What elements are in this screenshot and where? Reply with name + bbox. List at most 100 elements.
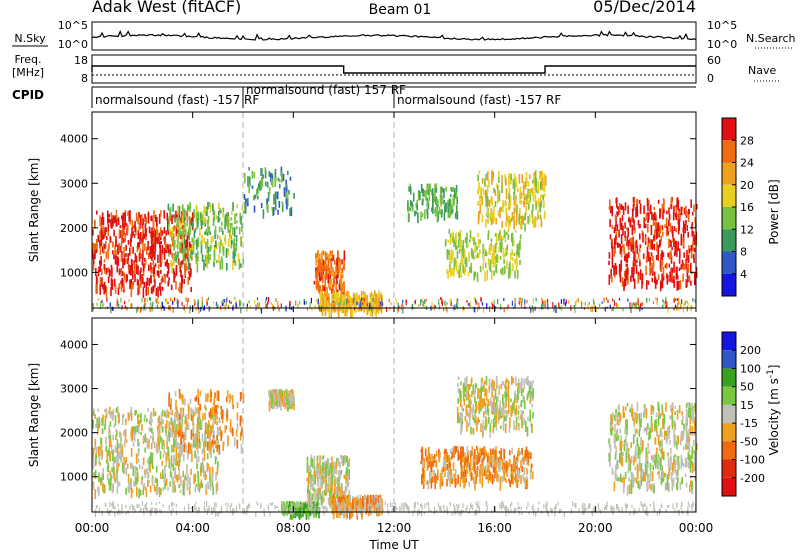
data-cell — [182, 237, 184, 243]
ground-scatter-cell — [640, 303, 641, 308]
data-cell — [500, 480, 502, 491]
data-cell — [458, 232, 460, 236]
ground-scatter-cell — [642, 302, 643, 306]
data-cell — [107, 474, 109, 480]
data-cell — [496, 475, 498, 479]
data-cell — [676, 247, 678, 257]
data-cell — [628, 240, 630, 245]
data-cell — [454, 446, 456, 449]
data-cell — [154, 485, 156, 492]
data-cell — [488, 474, 490, 483]
data-cell — [488, 456, 490, 467]
data-cell — [293, 393, 295, 401]
data-cell — [430, 457, 432, 462]
ground-scatter-cell — [353, 298, 354, 303]
data-cell — [504, 254, 506, 258]
colorbar-cell — [722, 207, 736, 229]
data-cell — [107, 267, 109, 272]
ground-scatter-cell — [290, 301, 291, 305]
ground-scatter-cell — [221, 301, 222, 306]
data-cell — [658, 274, 660, 280]
data-cell — [346, 467, 348, 474]
ground-scatter-cell — [186, 297, 187, 301]
data-cell — [471, 250, 473, 259]
velocity-panel — [92, 318, 698, 520]
data-cell — [679, 268, 681, 272]
data-cell — [506, 461, 508, 468]
data-cell — [152, 437, 154, 441]
ground-scatter-cell — [547, 299, 548, 303]
data-cell — [521, 448, 523, 454]
data-cell — [149, 465, 151, 472]
data-cell — [168, 397, 170, 407]
data-cell — [236, 204, 238, 208]
data-cell — [93, 408, 95, 412]
ground-scatter-cell — [473, 306, 474, 311]
colorbar-tick-label: 28 — [740, 134, 754, 147]
data-cell — [524, 196, 526, 200]
data-cell — [151, 269, 153, 273]
ground-scatter-cell — [202, 297, 203, 302]
data-cell — [333, 495, 335, 498]
data-cell — [174, 257, 176, 261]
data-cell — [510, 253, 512, 260]
data-cell — [677, 197, 679, 206]
data-cell — [466, 233, 468, 241]
data-cell — [445, 203, 447, 213]
data-cell — [152, 260, 154, 266]
data-cell — [355, 497, 357, 501]
data-cell — [332, 462, 334, 466]
data-cell — [506, 188, 508, 199]
data-cell — [683, 252, 685, 258]
ground-scatter-cell — [93, 303, 94, 307]
data-cell — [140, 432, 142, 435]
ground-scatter-cell — [343, 301, 344, 305]
data-cell — [645, 237, 647, 242]
data-cell — [115, 255, 117, 265]
data-cell — [230, 223, 232, 229]
data-cell — [99, 284, 101, 294]
ground-scatter-cell — [482, 302, 483, 305]
data-cell — [468, 252, 470, 262]
data-cell — [230, 232, 232, 240]
ground-scatter-cell — [627, 299, 628, 302]
data-cell — [628, 247, 630, 250]
data-cell — [200, 463, 202, 473]
ground-scatter-cell — [524, 299, 525, 305]
data-cell — [504, 200, 506, 206]
data-cell — [654, 222, 656, 226]
data-cell — [479, 171, 481, 174]
data-cell — [637, 276, 639, 284]
data-cell — [99, 462, 101, 465]
data-cell — [309, 477, 311, 483]
ground-scatter-cell — [311, 298, 312, 303]
data-cell — [305, 502, 307, 509]
data-cell — [367, 495, 369, 504]
data-cell — [510, 180, 512, 184]
data-cell — [408, 213, 410, 221]
data-cell — [186, 464, 188, 475]
data-cell — [443, 459, 445, 467]
data-cell — [516, 214, 518, 222]
data-cell — [542, 186, 544, 191]
data-cell — [175, 485, 177, 492]
data-cell — [538, 185, 540, 193]
data-cell — [640, 269, 642, 280]
freq-tick-top: 18 — [74, 54, 88, 67]
data-cell — [660, 254, 662, 260]
data-cell — [652, 256, 654, 261]
data-cell — [174, 214, 176, 222]
data-cell — [461, 472, 463, 480]
ground-scatter-cell — [592, 306, 593, 312]
data-cell — [95, 414, 97, 419]
data-cell — [344, 250, 346, 260]
data-cell — [196, 239, 198, 249]
data-cell — [184, 398, 186, 406]
data-cell — [107, 249, 109, 259]
data-cell — [181, 409, 183, 415]
ground-scatter-cell — [578, 298, 579, 302]
data-cell — [166, 478, 168, 486]
ground-scatter-cell — [412, 304, 413, 310]
data-cell — [471, 473, 473, 480]
data-cell — [167, 487, 169, 491]
